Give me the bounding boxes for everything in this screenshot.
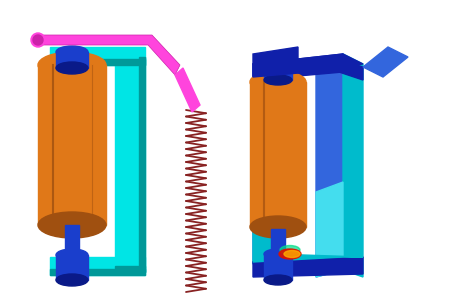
Bar — [264, 254, 292, 280]
Bar — [50, 257, 145, 275]
Bar — [115, 57, 145, 272]
Ellipse shape — [33, 35, 43, 45]
Polygon shape — [253, 57, 363, 80]
Ellipse shape — [38, 52, 106, 78]
Bar — [56, 255, 88, 280]
Polygon shape — [253, 254, 363, 262]
Ellipse shape — [280, 245, 300, 254]
Polygon shape — [253, 54, 363, 74]
Ellipse shape — [56, 274, 88, 286]
Ellipse shape — [56, 249, 88, 261]
Ellipse shape — [250, 71, 306, 93]
Bar — [50, 47, 145, 65]
Polygon shape — [38, 35, 180, 75]
Polygon shape — [253, 162, 273, 264]
Bar — [271, 229, 285, 254]
Bar — [38, 65, 106, 225]
Ellipse shape — [264, 275, 292, 285]
Ellipse shape — [38, 212, 106, 238]
Polygon shape — [316, 54, 343, 277]
Polygon shape — [253, 64, 273, 264]
Bar — [50, 269, 145, 275]
Bar — [56, 52, 88, 68]
Polygon shape — [316, 182, 343, 277]
Ellipse shape — [264, 61, 292, 71]
Bar — [250, 82, 306, 227]
Polygon shape — [253, 257, 363, 277]
Bar — [50, 59, 145, 65]
Polygon shape — [175, 68, 200, 112]
Ellipse shape — [56, 46, 88, 58]
Ellipse shape — [56, 62, 88, 74]
Ellipse shape — [279, 249, 301, 259]
Ellipse shape — [250, 216, 306, 238]
Bar — [115, 266, 145, 272]
Bar — [264, 66, 292, 80]
Polygon shape — [363, 47, 408, 77]
Ellipse shape — [264, 249, 292, 259]
Polygon shape — [253, 47, 298, 64]
Bar — [139, 57, 145, 272]
Ellipse shape — [284, 250, 300, 257]
Ellipse shape — [264, 75, 292, 85]
Ellipse shape — [31, 33, 45, 47]
Bar — [65, 225, 79, 257]
Polygon shape — [253, 54, 343, 80]
Polygon shape — [343, 54, 363, 277]
